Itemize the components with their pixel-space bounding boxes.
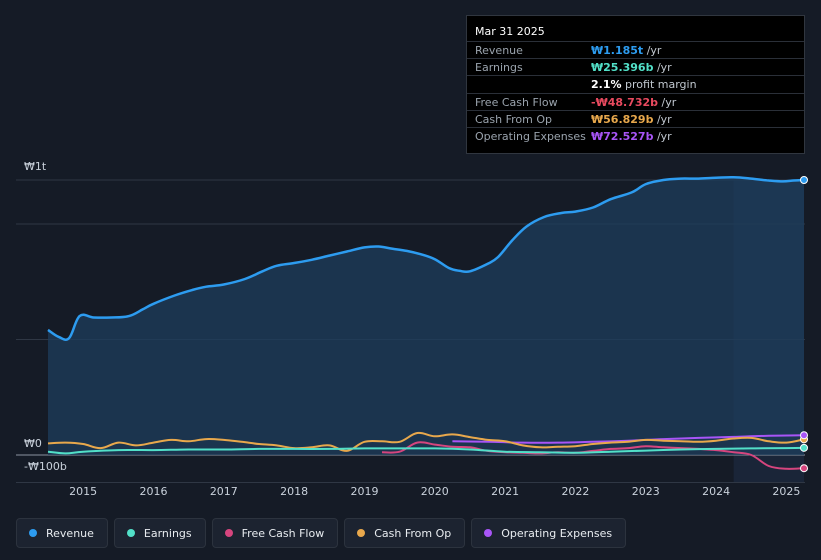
- end-marker-operating-expenses: [800, 431, 808, 440]
- tooltip-row: 2.1% profit margin: [467, 75, 804, 93]
- end-marker-earnings: [800, 443, 808, 452]
- legend-item-revenue[interactable]: Revenue: [16, 518, 108, 548]
- chart-canvas: ₩1t ₩0 -₩100b 2015 2016 2017 2018 2019 2020 20…: [16, 160, 808, 498]
- tooltip-unit: profit margin: [625, 78, 697, 92]
- legend-item-free-cash-flow[interactable]: Free Cash Flow: [211, 518, 339, 548]
- tooltip-row: Cash From Op ₩56.829b /yr: [467, 109, 804, 128]
- tooltip-value: ₩72.527b: [591, 130, 654, 143]
- tooltip-row-value: ₩56.829b /yr: [591, 113, 672, 126]
- tooltip-row-label: Free Cash Flow: [475, 95, 558, 109]
- y-tick-label-zero: ₩0: [24, 437, 42, 450]
- y-tick-label-top: ₩1t: [24, 160, 47, 173]
- tooltip-date: Mar 31 2025: [475, 25, 545, 38]
- x-tick-label: 2020: [421, 485, 449, 498]
- tooltip-row-label: Revenue: [475, 44, 523, 57]
- tooltip-row-value: ₩72.527b /yr: [591, 130, 672, 143]
- legend-dot-icon: [484, 529, 493, 537]
- x-tick-label: 2019: [350, 485, 378, 498]
- tooltip-row-value: -₩48.732b /yr: [591, 96, 676, 109]
- tooltip-row: Operating Expenses ₩72.527b /yr: [467, 127, 804, 145]
- tooltip-unit: /yr: [656, 112, 672, 126]
- legend-dot-icon: [126, 529, 135, 537]
- tooltip-unit: /yr: [646, 44, 662, 57]
- tooltip-unit: /yr: [661, 95, 677, 109]
- tooltip-value: ₩56.829b: [591, 112, 654, 126]
- tooltip-row-value: ₩1.185t /yr: [591, 44, 661, 57]
- legend-label: Earnings: [143, 526, 192, 540]
- x-tick-label: 2018: [280, 485, 308, 498]
- tooltip-row-label: Earnings: [475, 61, 523, 75]
- legend: Revenue Earnings Free Cash Flow Cash From O…: [16, 518, 627, 548]
- revenue-area: [48, 177, 804, 455]
- legend-item-cash-from-op[interactable]: Cash From Op: [344, 518, 466, 548]
- tooltip-value: ₩25.396b: [591, 61, 654, 75]
- legend-label: Free Cash Flow: [241, 526, 325, 540]
- y-tick-label-bottom: -₩100b: [24, 460, 67, 473]
- legend-dot-icon: [357, 529, 366, 537]
- free-cash-flow-line: [381, 441, 805, 470]
- tooltip-panel: Mar 31 2025 Revenue ₩1.185t /yr Earnings ₩2…: [466, 15, 805, 154]
- x-tick-label: 2016: [139, 485, 167, 498]
- legend-dot-icon: [29, 529, 37, 537]
- x-tick-label: 2023: [632, 485, 660, 498]
- legend-label: Revenue: [46, 526, 94, 540]
- legend-label: Operating Expenses: [501, 526, 613, 540]
- tooltip-row: Revenue ₩1.185t /yr: [467, 41, 804, 59]
- x-tick-label: 2021: [491, 485, 519, 498]
- end-marker-free-cash-flow: [800, 464, 808, 473]
- earnings-line: [47, 446, 805, 455]
- legend-dot-icon: [224, 529, 233, 537]
- tooltip-row-label: Cash From Op: [475, 112, 553, 126]
- revenue-line: [47, 176, 805, 341]
- tooltip-row: Earnings ₩25.396b /yr: [467, 58, 804, 76]
- x-tick-label: 2017: [210, 485, 238, 498]
- x-tick-label: 2022: [561, 485, 589, 498]
- tooltip-row: Free Cash Flow -₩48.732b /yr: [467, 92, 804, 111]
- legend-item-earnings[interactable]: Earnings: [113, 518, 206, 548]
- tooltip-value: -₩48.732b: [591, 95, 659, 109]
- tooltip-unit: /yr: [656, 61, 672, 75]
- legend-item-operating-expenses[interactable]: Operating Expenses: [471, 518, 627, 548]
- cash-from-op-line: [47, 431, 805, 452]
- legend-label: Cash From Op: [374, 526, 452, 540]
- tooltip-row-value: ₩25.396b /yr: [591, 61, 672, 74]
- tooltip-row-value: 2.1% profit margin: [591, 78, 697, 91]
- tooltip-value: ₩1.185t: [591, 44, 644, 57]
- x-tick-label: 2015: [69, 485, 97, 498]
- x-tick-label: 2024: [702, 485, 730, 498]
- end-marker-revenue: [800, 176, 808, 184]
- tooltip-unit: /yr: [656, 130, 672, 143]
- x-tick-label: 2025: [772, 485, 800, 498]
- tooltip-value: 2.1%: [591, 78, 622, 92]
- tooltip-row-label: Operating Expenses: [475, 130, 586, 143]
